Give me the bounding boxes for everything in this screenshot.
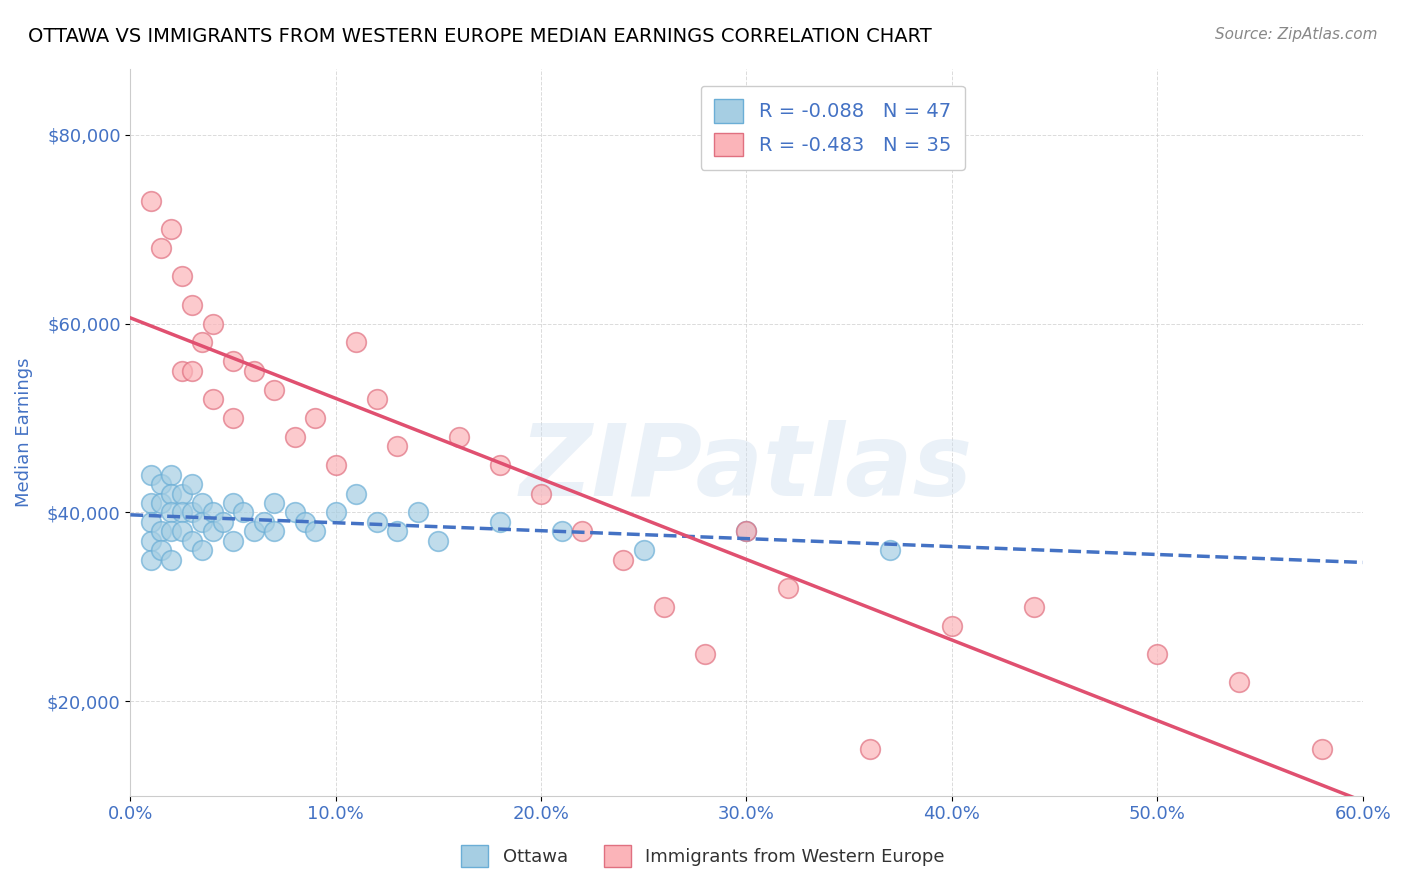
Legend: Ottawa, Immigrants from Western Europe: Ottawa, Immigrants from Western Europe	[454, 838, 952, 874]
Point	[859, 741, 882, 756]
Point	[191, 335, 214, 350]
Point	[242, 524, 264, 539]
Point	[150, 543, 173, 558]
Point	[406, 505, 429, 519]
Point	[201, 505, 224, 519]
Point	[160, 486, 183, 500]
Text: Source: ZipAtlas.com: Source: ZipAtlas.com	[1215, 27, 1378, 42]
Point	[550, 524, 572, 539]
Point	[387, 524, 409, 539]
Point	[150, 477, 173, 491]
Point	[160, 552, 183, 566]
Point	[325, 458, 347, 473]
Point	[735, 524, 758, 539]
Point	[139, 533, 162, 548]
Point	[222, 533, 245, 548]
Point	[344, 486, 367, 500]
Point	[170, 524, 193, 539]
Point	[284, 505, 307, 519]
Point	[211, 515, 233, 529]
Point	[253, 515, 276, 529]
Point	[776, 581, 799, 595]
Point	[387, 439, 409, 453]
Point	[170, 269, 193, 284]
Y-axis label: Median Earnings: Median Earnings	[15, 358, 32, 507]
Point	[181, 364, 204, 378]
Point	[489, 515, 512, 529]
Point	[263, 496, 285, 510]
Point	[139, 515, 162, 529]
Point	[879, 543, 901, 558]
Point	[201, 317, 224, 331]
Point	[325, 505, 347, 519]
Point	[695, 647, 717, 661]
Point	[1229, 675, 1251, 690]
Point	[427, 533, 450, 548]
Point	[263, 524, 285, 539]
Point	[222, 496, 245, 510]
Point	[191, 515, 214, 529]
Point	[139, 496, 162, 510]
Point	[242, 364, 264, 378]
Point	[170, 364, 193, 378]
Point	[294, 515, 316, 529]
Point	[181, 505, 204, 519]
Point	[170, 486, 193, 500]
Point	[181, 298, 204, 312]
Point	[170, 505, 193, 519]
Point	[150, 241, 173, 255]
Point	[222, 411, 245, 425]
Point	[160, 505, 183, 519]
Point	[150, 524, 173, 539]
Point	[160, 222, 183, 236]
Point	[1022, 599, 1045, 614]
Point	[1146, 647, 1168, 661]
Point	[150, 496, 173, 510]
Text: ZIPatlas: ZIPatlas	[520, 420, 973, 517]
Point	[447, 430, 470, 444]
Point	[181, 477, 204, 491]
Point	[139, 467, 162, 482]
Point	[654, 599, 676, 614]
Point	[160, 524, 183, 539]
Point	[263, 383, 285, 397]
Point	[160, 467, 183, 482]
Point	[530, 486, 553, 500]
Point	[191, 496, 214, 510]
Point	[191, 543, 214, 558]
Point	[612, 552, 634, 566]
Point	[139, 552, 162, 566]
Point	[304, 524, 326, 539]
Point	[181, 533, 204, 548]
Point	[284, 430, 307, 444]
Point	[1310, 741, 1333, 756]
Legend: R = -0.088   N = 47, R = -0.483   N = 35: R = -0.088 N = 47, R = -0.483 N = 35	[700, 86, 965, 169]
Point	[201, 524, 224, 539]
Point	[139, 194, 162, 208]
Point	[366, 392, 388, 406]
Point	[201, 392, 224, 406]
Point	[941, 619, 963, 633]
Point	[571, 524, 593, 539]
Point	[489, 458, 512, 473]
Point	[366, 515, 388, 529]
Point	[735, 524, 758, 539]
Point	[633, 543, 655, 558]
Point	[232, 505, 254, 519]
Text: OTTAWA VS IMMIGRANTS FROM WESTERN EUROPE MEDIAN EARNINGS CORRELATION CHART: OTTAWA VS IMMIGRANTS FROM WESTERN EUROPE…	[28, 27, 932, 45]
Point	[222, 354, 245, 368]
Point	[304, 411, 326, 425]
Point	[344, 335, 367, 350]
